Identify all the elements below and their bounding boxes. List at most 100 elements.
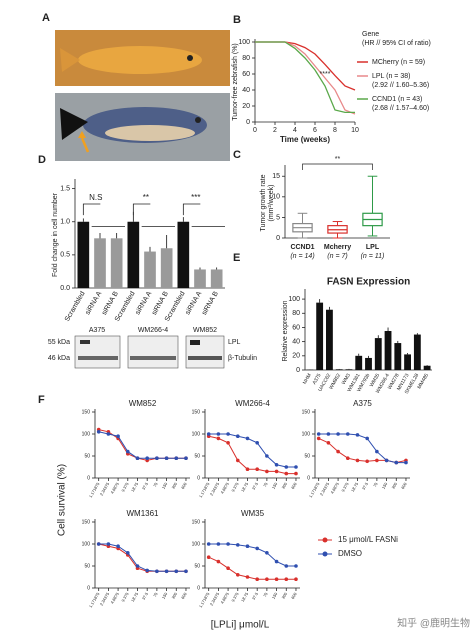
data-point xyxy=(265,454,269,458)
legend-label: DMSO xyxy=(338,549,362,558)
data-point xyxy=(96,430,101,434)
data-point xyxy=(404,460,408,465)
blot-marker: 46 kDa xyxy=(48,355,70,362)
y-tick-label: 100 xyxy=(288,296,300,303)
y-tick-label: 0 xyxy=(87,585,90,591)
blot-cell-line: A375 xyxy=(89,327,105,334)
x-tick-label: 1.171875 xyxy=(308,481,321,499)
x-tick-label: 300 xyxy=(170,481,178,490)
data-point xyxy=(206,542,211,546)
data-point xyxy=(284,577,289,581)
x-tick-label: 600 xyxy=(290,481,298,490)
data-point xyxy=(145,456,149,461)
bracket xyxy=(82,203,101,216)
bar xyxy=(384,331,392,370)
data-point xyxy=(326,432,331,436)
bar xyxy=(413,334,421,370)
x-tick-label: WM3 xyxy=(341,372,352,385)
data-point xyxy=(375,458,379,463)
x-tick-label: Scrambled xyxy=(64,290,87,323)
x-tick-label: 6 xyxy=(313,127,317,134)
x-tick-label: 150 xyxy=(271,591,279,600)
series-line xyxy=(255,41,356,115)
y-tick-label: 20 xyxy=(292,353,300,360)
bar xyxy=(210,269,223,288)
x-tick-label: 4.6875 xyxy=(219,481,230,495)
blot-cell-line: WM266-4 xyxy=(138,327,168,334)
fish-tail xyxy=(60,48,80,72)
bar xyxy=(326,309,333,370)
bar xyxy=(345,369,353,370)
series-line xyxy=(255,41,356,91)
x-tick-label: 600 xyxy=(180,591,188,600)
y-tick-label: 20 xyxy=(242,103,250,110)
x-tick-label: CCND1 xyxy=(290,244,314,251)
data-point xyxy=(174,456,179,461)
x-tick-label: 4.6875 xyxy=(109,591,120,605)
data-point xyxy=(96,542,101,546)
x-tick-label: 600 xyxy=(180,481,188,490)
y-tick-label: 100 xyxy=(82,541,91,547)
data-point xyxy=(336,449,340,454)
y-tick-label: 150 xyxy=(82,519,91,525)
x-tick-sublabel: (n = 14) xyxy=(290,253,314,260)
data-point xyxy=(164,569,169,574)
x-tick-label: 37.5 xyxy=(251,591,260,601)
panel-label: A xyxy=(42,12,50,24)
chart-title: WM1361 xyxy=(126,509,159,518)
data-point xyxy=(135,564,140,568)
x-tick-label: 37.5 xyxy=(361,481,370,491)
series-line xyxy=(208,433,296,468)
legend-label: LPL (n = 38) xyxy=(372,73,410,80)
x-tick-label: 18.75 xyxy=(130,481,140,493)
data-point xyxy=(274,463,279,467)
legend-label: CCND1 (n = 43) xyxy=(372,96,422,103)
x-tick-label: 4.6875 xyxy=(109,481,120,495)
series-line xyxy=(208,543,296,567)
x-tick-label: 18.75 xyxy=(240,591,250,603)
annotation: N.S xyxy=(89,193,102,202)
bar xyxy=(374,338,382,370)
x-axis-title: [LPLi] μmol/L xyxy=(211,620,270,631)
series-line xyxy=(98,543,186,572)
bar xyxy=(194,269,206,288)
y-axis-title: (mm²/week) xyxy=(268,185,275,222)
data-point xyxy=(245,467,250,472)
x-tick-label: 18.75 xyxy=(130,591,140,603)
bar xyxy=(160,248,173,288)
legend-label: 15 μmol/L FASNi xyxy=(338,535,398,544)
data-point xyxy=(106,432,111,436)
x-tick-label: 1.171875 xyxy=(88,481,101,499)
x-tick-label: 2.34375 xyxy=(319,481,331,497)
annotation: ** xyxy=(335,156,341,163)
data-point xyxy=(125,551,130,555)
bar xyxy=(127,221,140,288)
series-line xyxy=(98,431,186,459)
blot-frame xyxy=(127,335,179,369)
data-point xyxy=(116,544,120,548)
data-point xyxy=(394,460,399,465)
fish-eye xyxy=(187,55,193,61)
data-point xyxy=(316,432,321,436)
legend-title: (HR // 95% CI of ratio) xyxy=(362,40,431,47)
bar xyxy=(404,354,411,370)
x-tick-label: 4.6875 xyxy=(219,591,230,605)
legend-detail: (2.92 // 1.60–5.36) xyxy=(372,82,429,89)
x-tick-label: 0 xyxy=(253,127,257,134)
watermark: 知乎 @鹿明生物 xyxy=(397,617,470,630)
band xyxy=(80,340,90,344)
x-tick-label: 9.375 xyxy=(340,481,350,493)
x-tick-label: 18.75 xyxy=(240,481,250,493)
bar xyxy=(177,221,190,288)
blot-cell-line: WM852 xyxy=(193,327,217,334)
y-tick-label: 50 xyxy=(84,453,90,459)
y-tick-label: 0 xyxy=(197,585,200,591)
y-tick-label: 15 xyxy=(272,173,280,180)
fish-tail xyxy=(60,108,88,140)
data-point xyxy=(265,551,269,555)
bracket xyxy=(182,203,201,216)
data-point xyxy=(226,542,230,546)
data-point xyxy=(326,441,331,445)
panel-label: C xyxy=(233,149,241,161)
x-tick-label: 9.375 xyxy=(120,591,130,603)
